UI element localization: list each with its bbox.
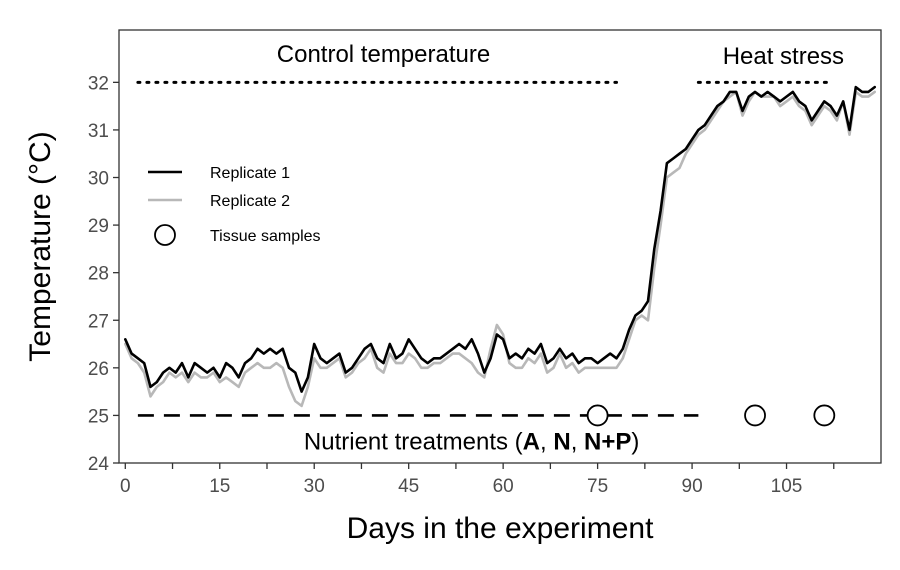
- legend-key-tissue-samples: [154, 224, 176, 246]
- y-tick-label: 30: [88, 169, 109, 190]
- x-tick-label: 0: [120, 476, 131, 497]
- y-tick-label: 28: [88, 264, 109, 285]
- annotation-text-run: N+P: [584, 429, 631, 456]
- tissue-sample-point: [813, 404, 836, 427]
- annotation-text-run: ,: [571, 429, 584, 456]
- y-tick-label: 25: [88, 406, 109, 427]
- y-tick-label: 29: [88, 216, 109, 237]
- annotation-text-1: Heat stress: [723, 43, 844, 70]
- x-axis-title: Days in the experiment: [347, 512, 654, 545]
- tissue-sample-point: [744, 404, 766, 427]
- annotation-text-run: N: [553, 429, 570, 456]
- annotation-text-run: ): [631, 429, 639, 456]
- series-line-replicate-2: [124, 90, 877, 408]
- x-tick-label: 75: [587, 476, 608, 497]
- y-tick-label: 32: [88, 73, 109, 94]
- annotation-text-2: Nutrient treatments (A, N, N+P): [304, 429, 639, 456]
- y-tick-label: 27: [88, 311, 109, 332]
- x-tick-label: 45: [398, 476, 419, 497]
- y-tick-label: 26: [88, 359, 109, 380]
- y-axis-title: Temperature (°C): [24, 131, 57, 361]
- annotation-text-0: Control temperature: [277, 41, 490, 68]
- x-tick-label: 90: [682, 476, 703, 497]
- x-tick-label: 60: [493, 476, 514, 497]
- y-tick-label: 24: [88, 454, 110, 475]
- x-tick-label: 15: [209, 476, 230, 497]
- legend-label: Replicate 1: [210, 165, 290, 182]
- annotation-text-run: ,: [540, 429, 553, 456]
- tissue-sample-point: [586, 404, 609, 427]
- legend-label: Tissue samples: [210, 228, 321, 245]
- y-tick-label: 31: [88, 121, 109, 142]
- plot-panel-border: [118, 29, 882, 464]
- annotation-text-run: Nutrient treatments (: [304, 429, 523, 456]
- legend-label: Replicate 2: [210, 193, 290, 210]
- x-tick-label: 105: [771, 476, 803, 497]
- annotation-text-run: A: [523, 429, 540, 456]
- series-line-replicate-1: [124, 85, 877, 393]
- x-tick-label: 30: [304, 476, 325, 497]
